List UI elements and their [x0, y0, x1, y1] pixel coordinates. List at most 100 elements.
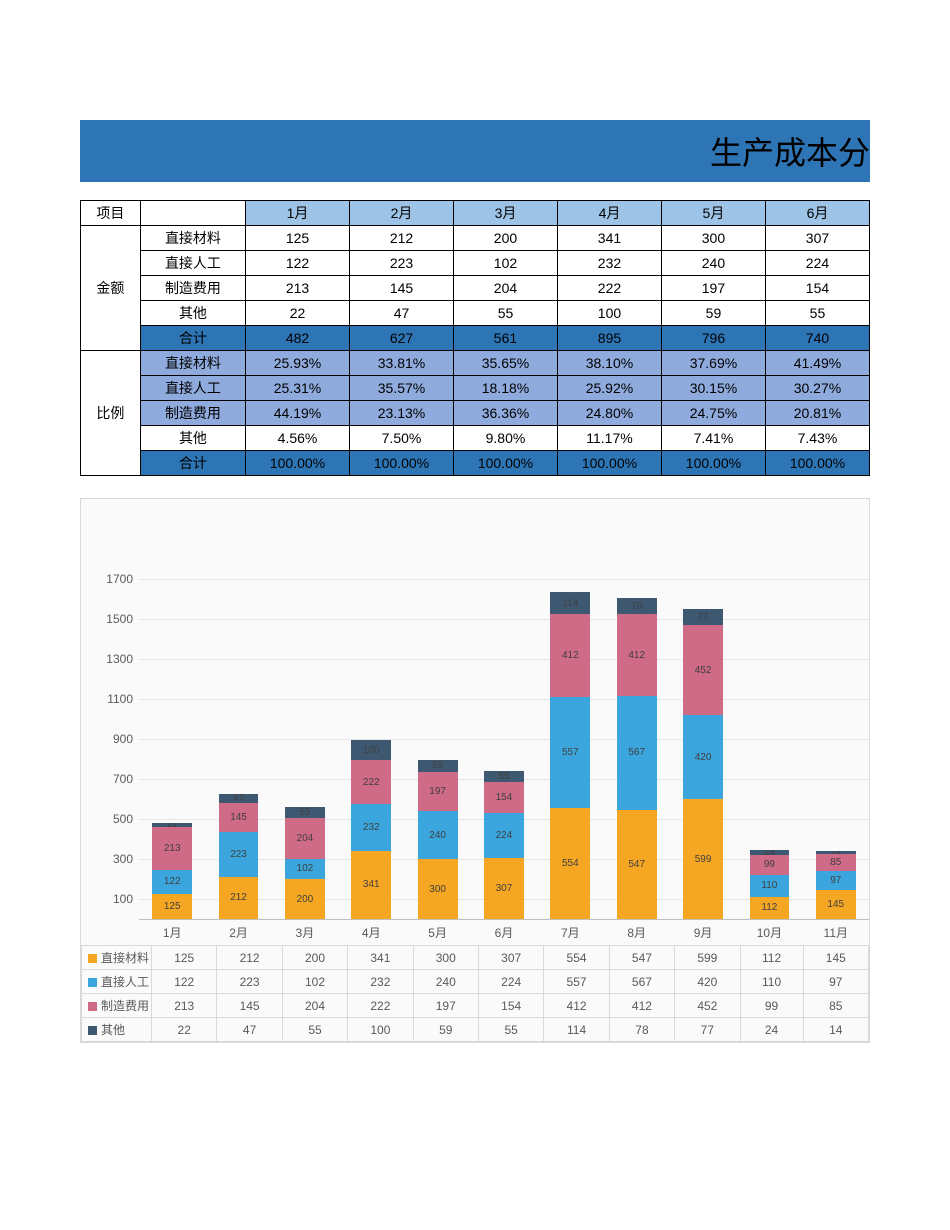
legend-cell: 直接人工: [82, 970, 152, 994]
legend-value-cell: 22: [152, 1018, 217, 1042]
bar-segment: 452: [683, 625, 723, 715]
series-label: 制造费用: [140, 276, 245, 301]
amount-cell: 232: [557, 251, 661, 276]
ratio-cell: 44.19%: [246, 401, 350, 426]
ratio-cell: 38.10%: [557, 351, 661, 376]
legend-value-cell: 557: [544, 970, 609, 994]
bar-segment: 122: [152, 870, 192, 894]
group-amount: 金额: [81, 226, 141, 351]
amount-cell: 300: [661, 226, 765, 251]
x-tick-label: 4月: [338, 920, 404, 945]
legend-value-cell: 59: [413, 1018, 478, 1042]
legend-value-cell: 47: [217, 1018, 282, 1042]
ratio-cell: 25.92%: [557, 376, 661, 401]
series-label: 直接材料: [140, 226, 245, 251]
amount-cell: 145: [350, 276, 454, 301]
amount-cell: 307: [765, 226, 869, 251]
bar-segment: 222: [351, 760, 391, 804]
bar-segment: 412: [617, 614, 657, 696]
legend-value-cell: 412: [544, 994, 609, 1018]
legend-value-cell: 112: [740, 946, 803, 970]
ratio-total-cell: 100.00%: [765, 451, 869, 476]
y-tick-label: 1700: [87, 572, 133, 586]
bar-slot: 20010220455: [272, 807, 338, 919]
bar-segment: 212: [219, 877, 259, 919]
y-tick-label: 500: [87, 812, 133, 826]
stacked-bar: 12512221322: [152, 823, 192, 919]
ratio-cell: 35.57%: [350, 376, 454, 401]
ratio-cell: 23.13%: [350, 401, 454, 426]
legend-value-cell: 24: [740, 1018, 803, 1042]
stacked-bar: 341232222100: [351, 740, 391, 919]
ratio-cell: 9.80%: [453, 426, 557, 451]
amount-cell: 59: [661, 301, 765, 326]
amount-cell: 212: [350, 226, 454, 251]
bar-segment: 204: [285, 818, 325, 859]
legend-value-cell: 122: [152, 970, 217, 994]
x-tick-label: 6月: [471, 920, 537, 945]
legend-value-cell: 213: [152, 994, 217, 1018]
bar-segment: 232: [351, 804, 391, 850]
bar-segment: 599: [683, 799, 723, 919]
bar-segment: 77: [683, 609, 723, 624]
legend-value-cell: 554: [544, 946, 609, 970]
legend-value-cell: 300: [413, 946, 478, 970]
x-tick-label: 1月: [139, 920, 205, 945]
bar-segment: 223: [219, 832, 259, 877]
legend-value-cell: 307: [478, 946, 543, 970]
legend-value-cell: 420: [675, 970, 740, 994]
x-tick-label: 11月: [803, 920, 869, 945]
bar-segment: 300: [418, 859, 458, 919]
y-tick-label: 700: [87, 772, 133, 786]
legend-label: 其他: [101, 1023, 125, 1037]
amount-cell: 240: [661, 251, 765, 276]
legend-value-cell: 100: [348, 1018, 413, 1042]
amount-cell: 154: [765, 276, 869, 301]
legend-value-cell: 232: [348, 970, 413, 994]
x-tick-label: 3月: [272, 920, 338, 945]
bar-slot: 30024019759: [404, 760, 470, 919]
bar-segment: 112: [750, 897, 790, 919]
x-tick-label: 2月: [205, 920, 271, 945]
legend-value-cell: 55: [478, 1018, 543, 1042]
bar-segment: 557: [550, 697, 590, 808]
bar-segment: 240: [418, 811, 458, 859]
ratio-cell: 7.43%: [765, 426, 869, 451]
x-tick-label: 10月: [736, 920, 802, 945]
ratio-cell: 18.18%: [453, 376, 557, 401]
legend-swatch: [88, 978, 97, 987]
ratio-total-cell: 100.00%: [453, 451, 557, 476]
amount-cell: 222: [557, 276, 661, 301]
amount-total-cell: 627: [350, 326, 454, 351]
bar-segment: 78: [617, 598, 657, 614]
amount-cell: 213: [246, 276, 350, 301]
legend-value-cell: 224: [478, 970, 543, 994]
amount-total-label: 合计: [140, 326, 245, 351]
legend-label: 直接材料: [101, 951, 149, 965]
ratio-cell: 25.31%: [246, 376, 350, 401]
stacked-bar: 145978514: [816, 851, 856, 919]
bar-segment: 99: [750, 855, 790, 875]
bar-segment: 213: [152, 827, 192, 870]
legend-value-cell: 240: [413, 970, 478, 994]
amount-cell: 197: [661, 276, 765, 301]
bar-segment: 554: [550, 808, 590, 919]
legend-value-cell: 102: [282, 970, 347, 994]
ratio-cell: 37.69%: [661, 351, 765, 376]
legend-value-cell: 567: [609, 970, 674, 994]
bar-segment: 224: [484, 813, 524, 858]
ratio-cell: 36.36%: [453, 401, 557, 426]
bar-segment: 197: [418, 772, 458, 811]
ratio-total-cell: 100.00%: [246, 451, 350, 476]
bar-segment: 85: [816, 854, 856, 871]
amount-total-cell: 561: [453, 326, 557, 351]
legend-value-cell: 197: [413, 994, 478, 1018]
month-header: 6月: [765, 201, 869, 226]
stacked-bar: 30722415455: [484, 771, 524, 919]
amount-cell: 100: [557, 301, 661, 326]
legend-value-cell: 85: [803, 994, 868, 1018]
month-header: 3月: [453, 201, 557, 226]
ratio-total-cell: 100.00%: [557, 451, 661, 476]
bar-slot: 145978514: [803, 851, 869, 919]
ratio-cell: 30.15%: [661, 376, 765, 401]
